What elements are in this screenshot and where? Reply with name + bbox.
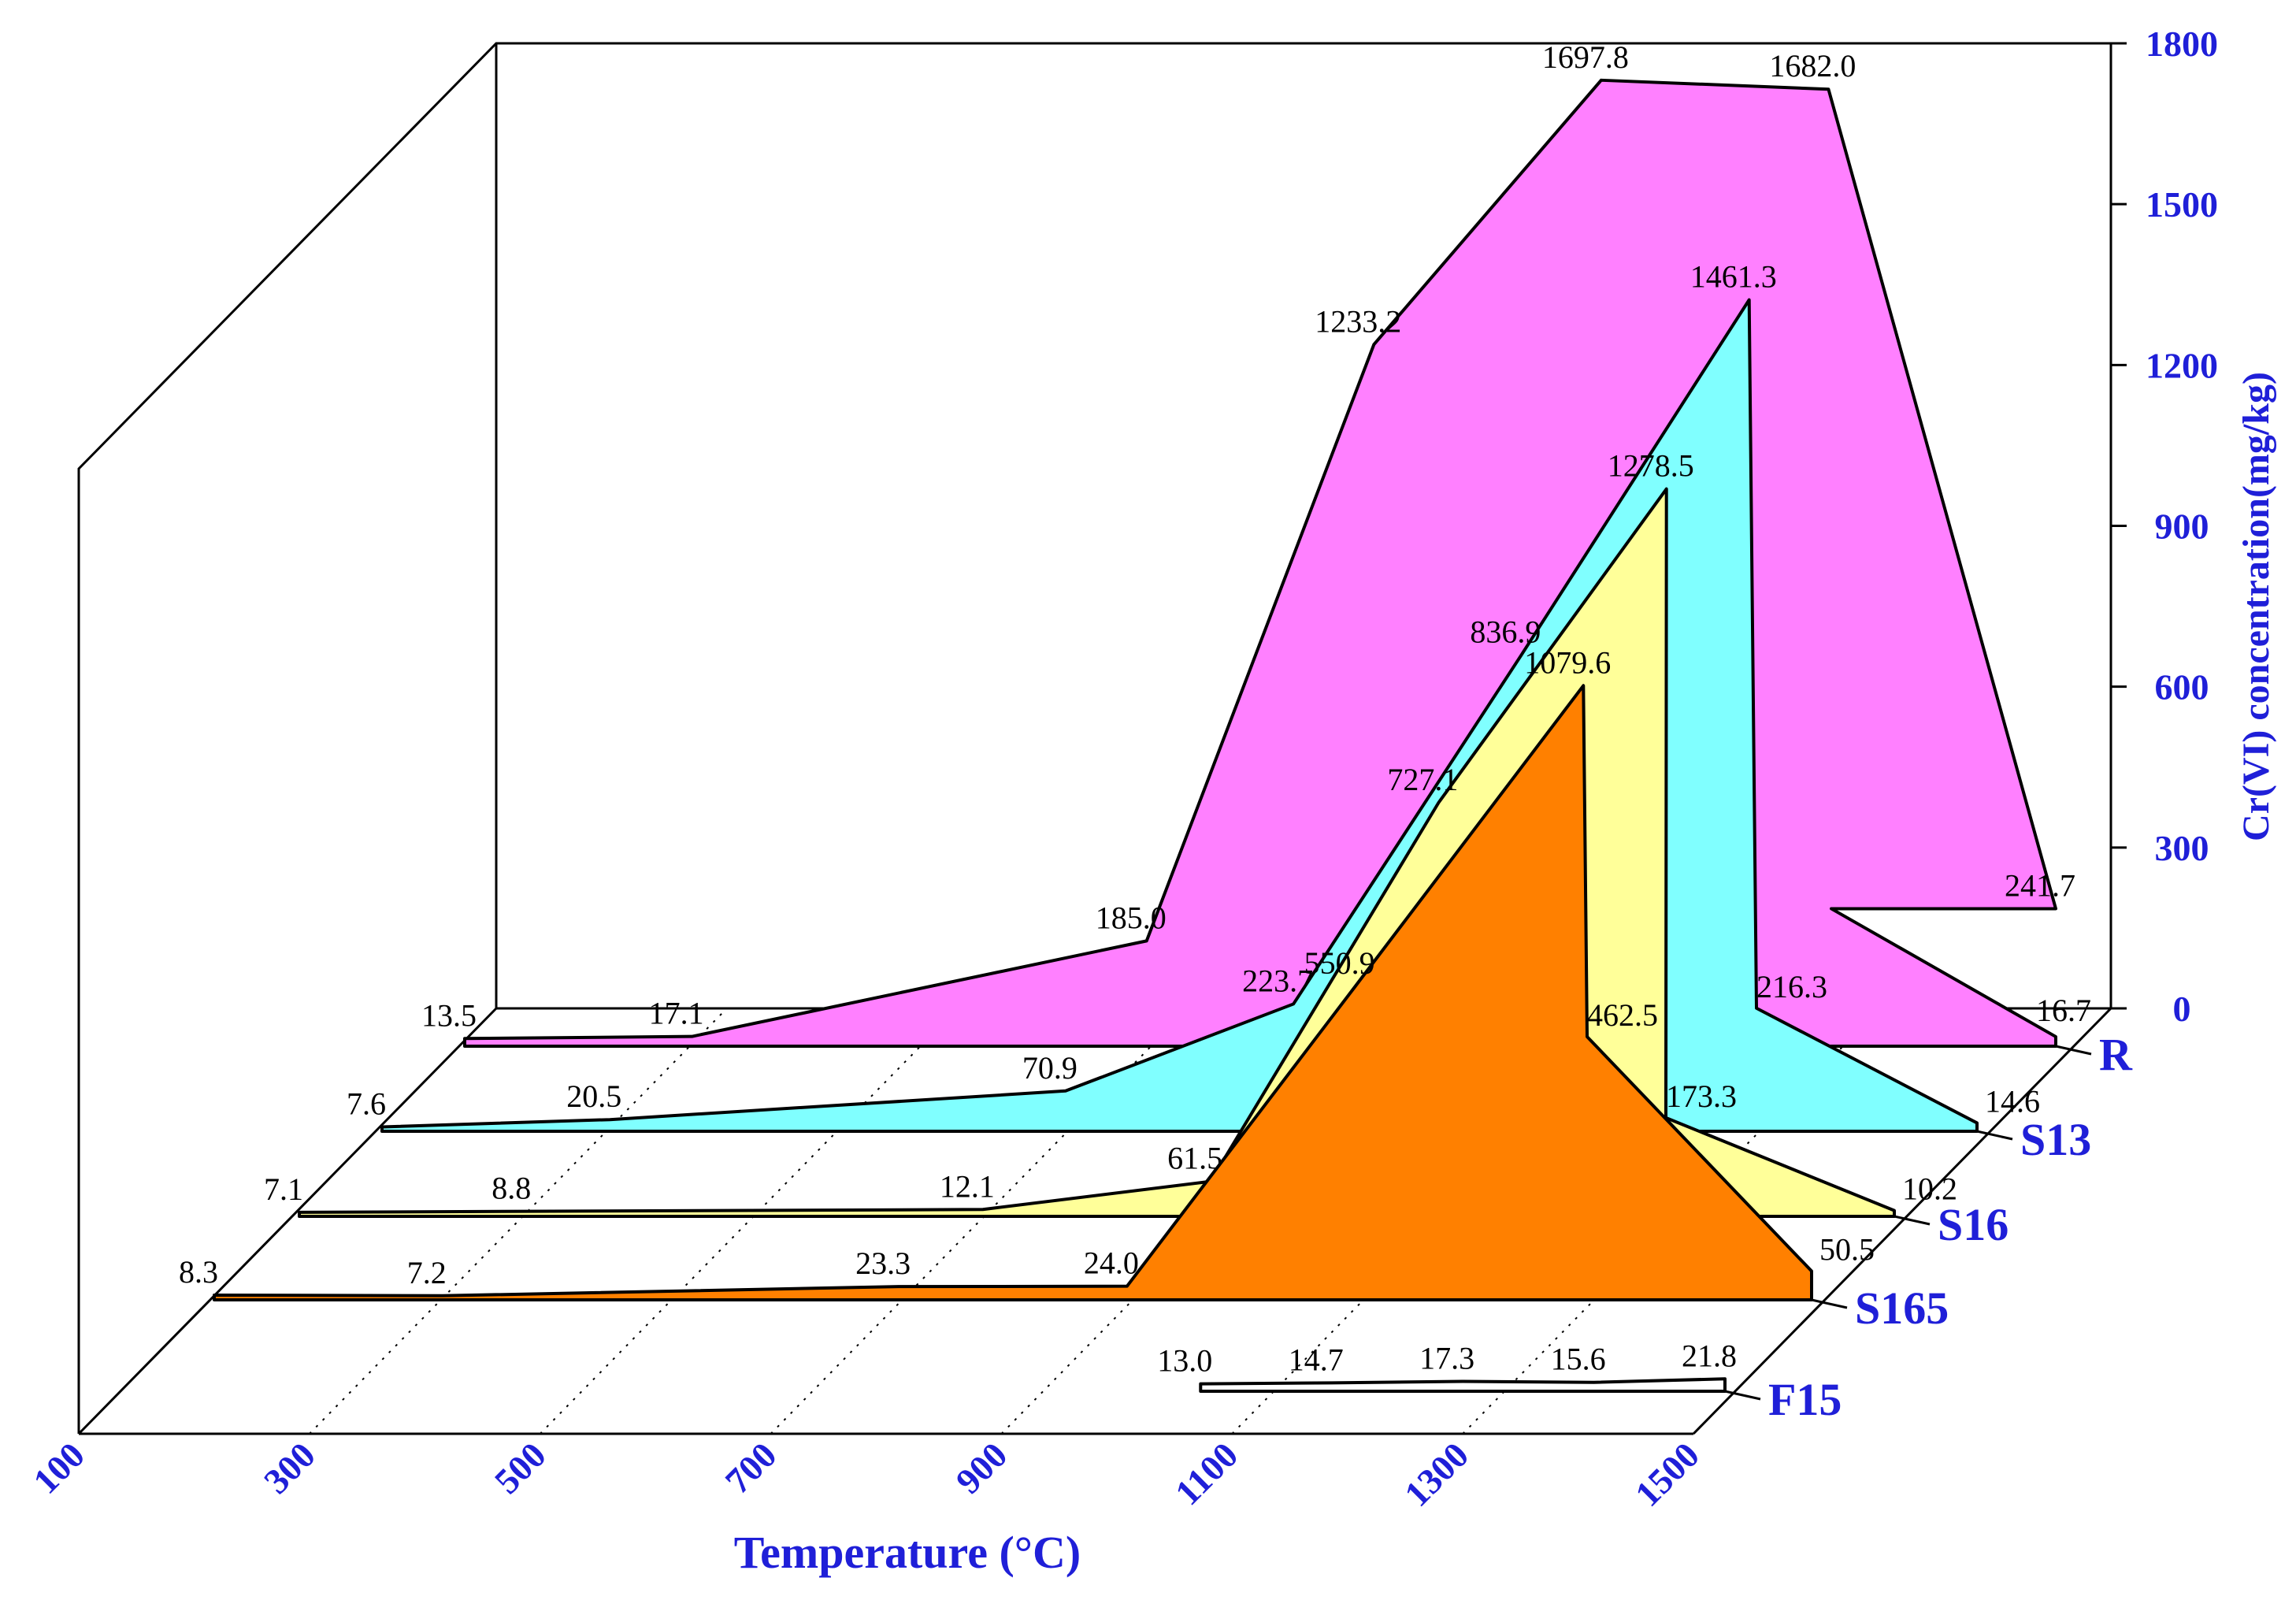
data-label-F15: 14.7 (1289, 1342, 1344, 1377)
data-label-R: 241.7 (2005, 867, 2075, 903)
x-tick-label: 100 (25, 1435, 92, 1502)
data-label-S16: 12.1 (940, 1168, 995, 1204)
data-label-S165: 8.3 (179, 1254, 218, 1290)
data-label-F15: 15.6 (1551, 1342, 1606, 1377)
y-tick-label: 600 (2155, 667, 2209, 707)
y-axis-title: Cr(VI) concentration(mg/kg) (2235, 372, 2277, 841)
data-label-S16: 61.5 (1167, 1141, 1222, 1176)
x-tick-label: 300 (256, 1435, 323, 1502)
series-name-F15: F15 (1768, 1374, 1842, 1425)
data-label-S165: 462.5 (1587, 997, 1658, 1033)
y-tick-label: 0 (2173, 989, 2191, 1029)
x-tick-label: 1300 (1397, 1435, 1476, 1514)
data-label-R: 185.0 (1096, 900, 1167, 935)
data-label-S13: 70.9 (1022, 1050, 1078, 1086)
data-label-S16: 727.1 (1387, 762, 1458, 797)
data-label-R: 1233.2 (1315, 303, 1401, 339)
y-tick-label: 1500 (2146, 184, 2218, 225)
x-tick-label: 900 (948, 1435, 1015, 1502)
data-label-S13: 1461.3 (1690, 259, 1777, 295)
data-label-F15: 17.3 (1419, 1341, 1474, 1376)
data-label-S16: 7.1 (264, 1171, 303, 1207)
frame-floor-left (77, 1007, 498, 1435)
data-label-F15: 21.8 (1682, 1338, 1737, 1373)
data-label-S13: 7.6 (347, 1086, 386, 1122)
data-label-S13: 223.7 (1242, 963, 1313, 998)
data-label-S13: 20.5 (566, 1078, 621, 1114)
data-label-S16: 173.3 (1666, 1078, 1737, 1114)
series-name-R: R (2099, 1029, 2133, 1080)
data-label-S16: 10.2 (1902, 1171, 1957, 1207)
data-label-S165: 1079.6 (1524, 644, 1611, 680)
data-label-S16: 8.8 (491, 1171, 531, 1206)
y-tick-label: 900 (2155, 507, 2209, 547)
data-label-S165: 550.9 (1304, 945, 1375, 981)
data-label-S13: 836.9 (1470, 614, 1541, 650)
series-name-S16: S16 (1938, 1199, 2009, 1250)
data-label-S13: 216.3 (1756, 969, 1827, 1004)
x-tick-label: 1100 (1167, 1435, 1245, 1513)
floor-grid-line (309, 1008, 728, 1435)
series-leader-R (2055, 1045, 2092, 1056)
data-label-S16: 1278.5 (1608, 448, 1694, 484)
data-label-S165: 23.3 (855, 1245, 911, 1281)
series-leader-S16 (1894, 1215, 1931, 1226)
frame-floor-right (1692, 1007, 2112, 1435)
series-leader-S13 (1976, 1130, 2013, 1141)
x-tick-label: 500 (487, 1435, 554, 1502)
data-label-S13: 14.6 (1985, 1083, 2040, 1119)
data-label-R: 1697.8 (1542, 39, 1629, 75)
x-tick-label: 1500 (1627, 1435, 1707, 1514)
x-tick-label: 700 (718, 1435, 784, 1502)
data-label-R: 13.5 (421, 997, 477, 1033)
chart-value-labels: 13.5 17.1 185.0 1233.2 1697.8 1682.0 241.7 16.7… (179, 39, 2091, 1379)
floor-grid-line (540, 1008, 959, 1435)
series-name-S165: S165 (1855, 1283, 1949, 1334)
series-leader-S165 (1811, 1298, 1848, 1309)
area-R (463, 78, 2057, 1048)
chart-areas (213, 78, 2057, 1393)
data-label-R: 17.1 (649, 996, 704, 1031)
y-tick-label: 1200 (2146, 345, 2218, 385)
data-label-F15: 13.0 (1157, 1343, 1212, 1379)
data-label-S165: 7.2 (407, 1255, 447, 1290)
y-tick-label: 1800 (2146, 24, 2218, 64)
series-leader-F15 (1724, 1390, 1761, 1401)
data-label-S165: 50.5 (1819, 1232, 1875, 1268)
y-tick-label: 300 (2155, 828, 2209, 868)
data-label-R: 1682.0 (1769, 48, 1856, 84)
series-name-S13: S13 (2020, 1114, 2091, 1165)
x-axis-title: Temperature (°C) (734, 1527, 1081, 1578)
data-label-S165: 24.0 (1084, 1245, 1139, 1281)
data-label-R: 16.7 (2036, 993, 2091, 1028)
area-F15 (1199, 1377, 1727, 1393)
